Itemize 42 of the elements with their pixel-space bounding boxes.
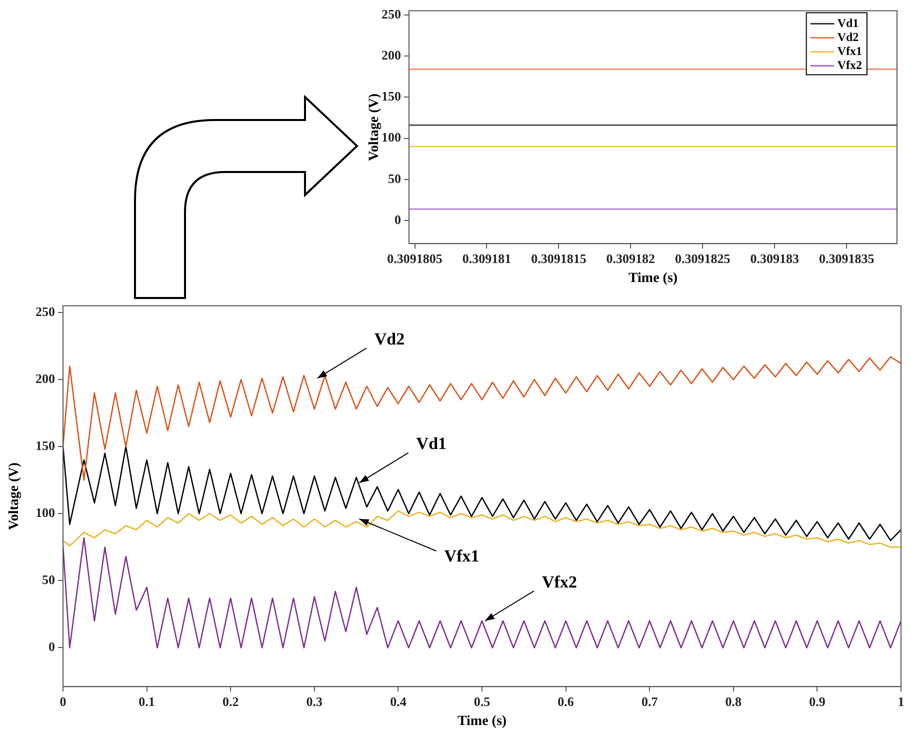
- y-tick-label: 250: [36, 304, 55, 319]
- y-tick-label: 200: [36, 370, 55, 386]
- y-tick-label: 50: [388, 170, 401, 186]
- y-tick-label: 250: [382, 6, 401, 22]
- legend-label: Vfx2: [837, 58, 862, 72]
- y-tick-label: 200: [382, 47, 401, 62]
- y-tick-label: 0: [48, 639, 55, 654]
- y-tick-label: 150: [382, 88, 401, 104]
- y-axis-title: Voltage (V): [367, 93, 382, 161]
- legend-label: Vd1: [837, 16, 859, 30]
- annotation: Vd2: [374, 330, 405, 349]
- y-tick-label: 50: [42, 572, 55, 588]
- x-tick-label: 0: [60, 694, 66, 709]
- x-tick-label: 0.7: [641, 694, 658, 709]
- annotation: Vfx1: [444, 546, 480, 566]
- y-axis-title: Voltage (V): [7, 462, 22, 530]
- x-tick-label: 0.1: [138, 694, 155, 709]
- x-tick-label: 1: [898, 694, 904, 709]
- legend-label: Vfx1: [837, 44, 862, 58]
- y-tick-label: 100: [36, 504, 55, 520]
- x-tick-label: 0.3091825: [675, 250, 731, 266]
- x-tick-label: 0.309182: [606, 250, 656, 266]
- x-tick-label: 0.3: [306, 694, 324, 709]
- x-axis-title: Time (s): [457, 714, 507, 730]
- x-tick-label: 0.3091805: [387, 250, 443, 266]
- annotation: Vfx2: [542, 572, 577, 592]
- y-tick-label: 100: [382, 130, 401, 145]
- x-axis-title: Time (s): [628, 271, 678, 286]
- x-tick-label: 0.309183: [750, 250, 800, 266]
- y-tick-label: 0: [394, 212, 401, 227]
- x-tick-label: 0.8: [725, 694, 742, 709]
- legend-label: Vd2: [837, 30, 859, 44]
- x-tick-label: 0.309181: [462, 250, 512, 266]
- x-tick-label: 0.3091815: [531, 250, 587, 266]
- x-tick-label: 0.6: [558, 694, 574, 709]
- x-tick-label: 0.5: [474, 694, 491, 709]
- annotation: Vd1: [416, 434, 447, 454]
- x-tick-label: 0.4: [390, 694, 407, 709]
- x-tick-label: 0.2: [222, 694, 239, 709]
- x-tick-label: 0.3091835: [818, 250, 875, 266]
- y-tick-label: 150: [36, 438, 55, 453]
- x-tick-label: 0.9: [809, 694, 826, 709]
